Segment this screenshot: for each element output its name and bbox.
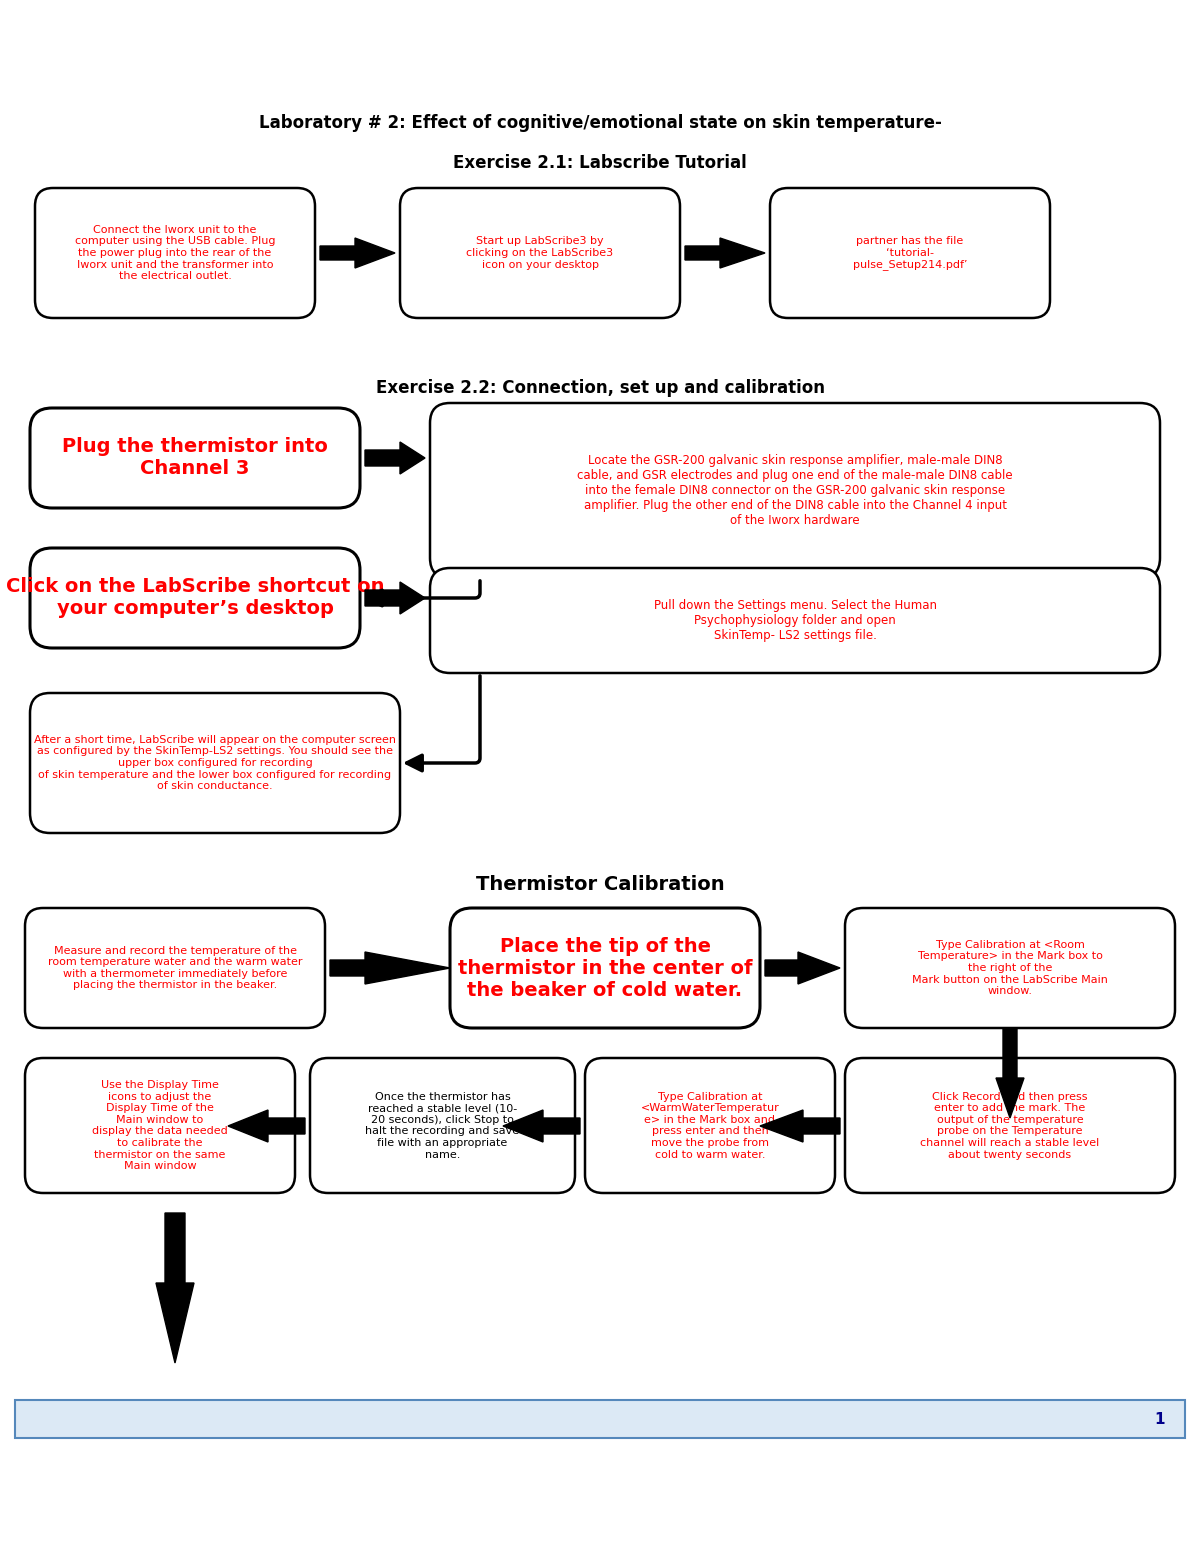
Text: Measure and record the temperature of the
room temperature water and the warm wa: Measure and record the temperature of th…: [48, 946, 302, 991]
Text: Start up LabScribe3 by
clicking on the LabScribe3
icon on your desktop: Start up LabScribe3 by clicking on the L…: [467, 236, 613, 270]
Text: Connect the Iworx unit to the
computer using the USB cable. Plug
the power plug : Connect the Iworx unit to the computer u…: [74, 225, 275, 281]
Polygon shape: [365, 443, 425, 474]
Text: partner has the file
‘tutorial-
pulse_Setup214.pdf’: partner has the file ‘tutorial- pulse_Se…: [853, 236, 967, 270]
Text: Exercise 2.1: Labscribe Tutorial: Exercise 2.1: Labscribe Tutorial: [454, 154, 746, 172]
Text: Use the Display Time
icons to adjust the
Display Time of the
Main window to
disp: Use the Display Time icons to adjust the…: [92, 1079, 228, 1171]
Polygon shape: [330, 952, 450, 985]
FancyBboxPatch shape: [845, 909, 1175, 1028]
Polygon shape: [685, 238, 766, 269]
Text: Click on the LabScribe shortcut on
your computer’s desktop: Click on the LabScribe shortcut on your …: [6, 578, 384, 618]
FancyBboxPatch shape: [35, 188, 314, 318]
Text: Type Calibration at
<WarmWaterTemperatur
e> in the Mark box and
press enter and : Type Calibration at <WarmWaterTemperatur…: [641, 1092, 779, 1160]
FancyBboxPatch shape: [845, 1058, 1175, 1193]
Text: Pull down the Settings menu. Select the Human
Psychophysiology folder and open
S: Pull down the Settings menu. Select the …: [654, 599, 936, 641]
Polygon shape: [156, 1213, 194, 1364]
FancyBboxPatch shape: [30, 693, 400, 832]
FancyBboxPatch shape: [400, 188, 680, 318]
FancyBboxPatch shape: [430, 568, 1160, 672]
FancyBboxPatch shape: [310, 1058, 575, 1193]
Text: Type Calibration at <Room
Temperature> in the Mark box to
the right of the
Mark : Type Calibration at <Room Temperature> i…: [912, 940, 1108, 995]
Text: Click Record and then press
enter to add the mark. The
output of the temperature: Click Record and then press enter to add…: [920, 1092, 1099, 1160]
Text: Once the thermistor has
reached a stable level (10-
20 seconds), click Stop to
h: Once the thermistor has reached a stable…: [366, 1092, 520, 1160]
Polygon shape: [320, 238, 395, 269]
Text: 1: 1: [1154, 1412, 1165, 1427]
Text: Thermistor Calibration: Thermistor Calibration: [475, 876, 725, 895]
Text: Exercise 2.2: Connection, set up and calibration: Exercise 2.2: Connection, set up and cal…: [376, 379, 824, 398]
FancyBboxPatch shape: [450, 909, 760, 1028]
Text: Place the tip of the
thermistor in the center of
the beaker of cold water.: Place the tip of the thermistor in the c…: [457, 936, 752, 1000]
Polygon shape: [228, 1110, 305, 1141]
Text: After a short time, LabScribe will appear on the computer screen
as configured b: After a short time, LabScribe will appea…: [34, 735, 396, 790]
FancyBboxPatch shape: [25, 1058, 295, 1193]
FancyBboxPatch shape: [586, 1058, 835, 1193]
Text: Locate the GSR-200 galvanic skin response amplifier, male-male DIN8
cable, and G: Locate the GSR-200 galvanic skin respons…: [577, 453, 1013, 526]
FancyBboxPatch shape: [430, 402, 1160, 578]
Polygon shape: [365, 582, 425, 613]
FancyBboxPatch shape: [30, 548, 360, 648]
Polygon shape: [766, 952, 840, 985]
FancyBboxPatch shape: [30, 408, 360, 508]
FancyBboxPatch shape: [25, 909, 325, 1028]
Polygon shape: [503, 1110, 580, 1141]
Polygon shape: [996, 1028, 1024, 1118]
Polygon shape: [760, 1110, 840, 1141]
Text: Laboratory # 2: Effect of cognitive/emotional state on skin temperature-: Laboratory # 2: Effect of cognitive/emot…: [258, 113, 942, 132]
Bar: [14, 1399, 1186, 1438]
FancyBboxPatch shape: [770, 188, 1050, 318]
Text: Plug the thermistor into
Channel 3: Plug the thermistor into Channel 3: [62, 438, 328, 478]
